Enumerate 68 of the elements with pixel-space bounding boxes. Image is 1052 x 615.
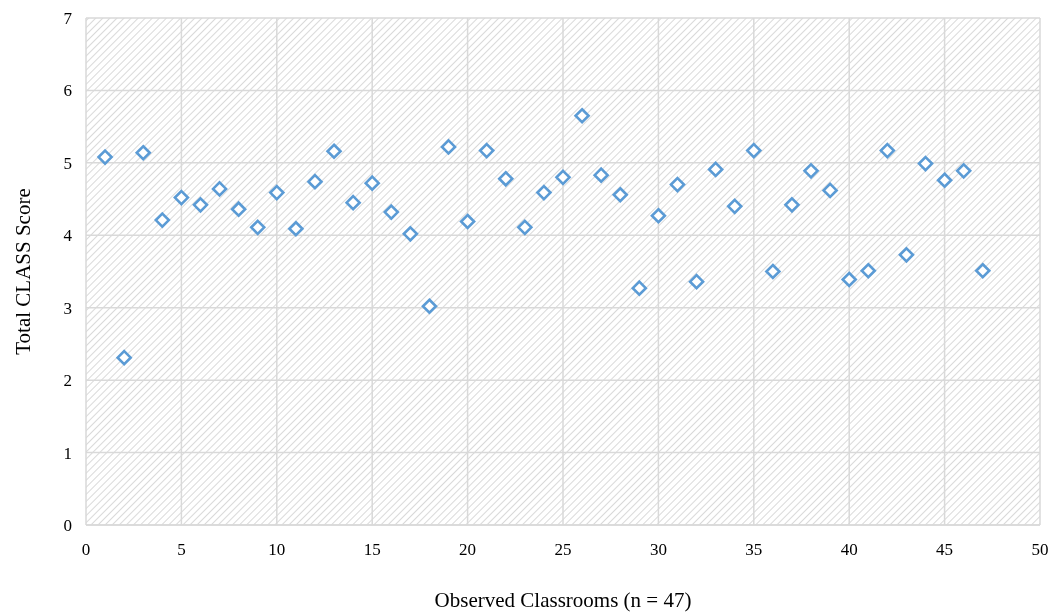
- point: [917, 155, 934, 172]
- point: [364, 175, 380, 191]
- point: [135, 144, 152, 161]
- x-tick-label: 10: [268, 540, 286, 559]
- point: [517, 219, 533, 236]
- point: [402, 226, 419, 242]
- y-tick-label: 5: [63, 153, 72, 173]
- point: [97, 149, 113, 165]
- point: [440, 139, 457, 155]
- x-tick-label: 30: [649, 540, 667, 559]
- point: [765, 263, 781, 280]
- point: [326, 143, 342, 160]
- point: [707, 161, 724, 178]
- y-tick-label: 6: [63, 81, 72, 101]
- x-axis-title: Observed Classrooms (n = 47): [434, 588, 692, 612]
- point: [669, 176, 686, 193]
- point: [593, 167, 609, 183]
- point: [974, 262, 991, 279]
- point: [154, 212, 171, 228]
- point: [478, 142, 495, 159]
- y-tick-label: 0: [63, 515, 72, 535]
- point: [822, 182, 838, 199]
- point: [574, 107, 590, 124]
- point: [497, 170, 514, 187]
- point: [307, 173, 323, 190]
- point: [192, 197, 209, 213]
- x-tick-label: 5: [177, 540, 186, 559]
- point: [879, 142, 896, 159]
- y-tick-label: 7: [63, 8, 73, 28]
- point: [116, 349, 132, 366]
- point: [784, 197, 800, 213]
- point: [536, 184, 552, 201]
- point: [860, 262, 877, 279]
- point: [631, 280, 648, 296]
- point: [269, 184, 285, 201]
- y-tick-label: 2: [63, 371, 72, 391]
- x-tick-label: 25: [554, 540, 572, 559]
- point: [936, 172, 953, 189]
- x-tick-label: 0: [81, 540, 91, 559]
- point: [688, 273, 705, 290]
- x-tick-label: 45: [936, 540, 954, 559]
- point: [230, 201, 247, 218]
- point: [288, 220, 304, 237]
- point: [421, 298, 438, 315]
- point: [383, 204, 400, 220]
- point: [746, 142, 762, 159]
- point: [955, 163, 972, 179]
- point: [726, 198, 743, 215]
- x-tick-label: 35: [745, 540, 763, 559]
- point: [173, 189, 190, 206]
- y-axis-title: Total CLASS Score: [11, 188, 35, 355]
- point: [555, 169, 571, 186]
- point: [612, 186, 629, 203]
- y-tick-label: 4: [63, 226, 73, 246]
- point: [841, 271, 857, 288]
- y-tick-label: 3: [63, 298, 72, 318]
- x-tick-label: 20: [459, 540, 477, 559]
- point: [249, 219, 266, 236]
- x-tick-label: 15: [363, 540, 381, 559]
- point: [345, 194, 361, 211]
- y-tick-label: 1: [63, 443, 72, 463]
- x-tick-label: 50: [1031, 540, 1049, 559]
- point: [898, 247, 915, 263]
- point: [459, 213, 476, 230]
- point: [803, 163, 819, 179]
- x-tick-label: 40: [840, 540, 858, 559]
- point: [211, 181, 228, 197]
- point: [650, 207, 667, 224]
